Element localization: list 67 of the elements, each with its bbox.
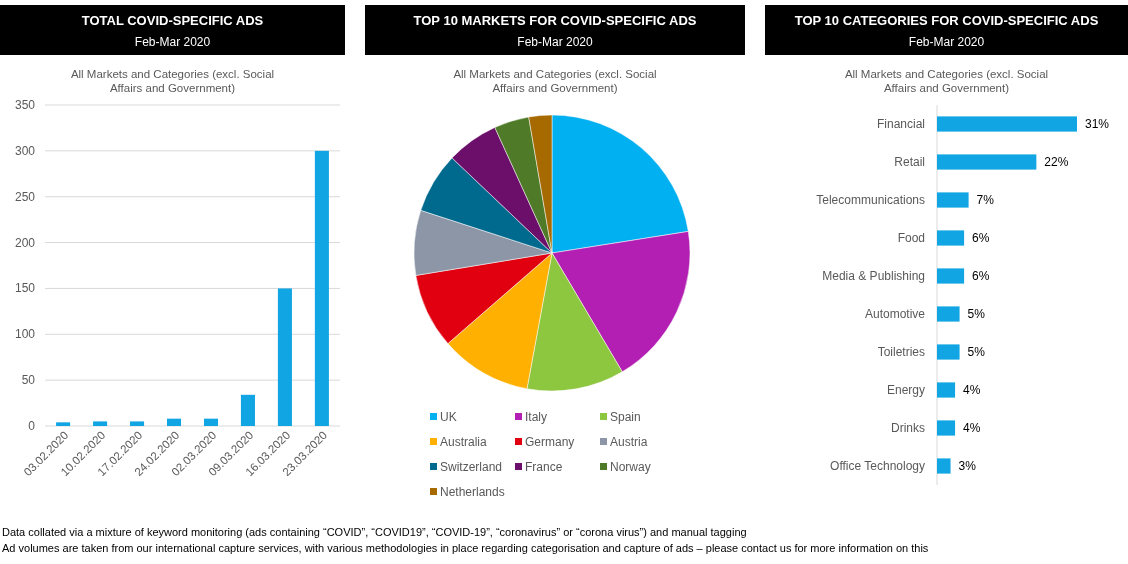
bar (937, 306, 960, 322)
data-label: 4% (963, 421, 981, 435)
data-label: 5% (967, 307, 986, 321)
text: All Markets and Categories (excl. Social Affairs and Government) (844, 68, 1049, 94)
legend-label: Austria (610, 435, 648, 449)
y-tick-label: Drinks (890, 421, 925, 435)
y-tick-label: 100 (14, 327, 36, 342)
data-label: 6% (972, 231, 990, 245)
bar (277, 288, 292, 426)
data-label: 4% (963, 383, 981, 397)
bar (56, 422, 71, 426)
legend-label: Italy (525, 410, 548, 424)
bar (937, 192, 969, 208)
legend-label: Spain (610, 410, 641, 424)
y-tick-label: Food (897, 231, 925, 245)
bar (937, 268, 965, 284)
bar (937, 230, 965, 246)
data-label: 6% (972, 269, 990, 283)
chart-subtitle: Feb-Mar 2020 (908, 35, 985, 49)
y-tick-label: 150 (14, 281, 36, 296)
bar (93, 421, 108, 426)
chart-title: TOTAL COVID-SPECIFIC ADS (81, 13, 264, 28)
data-label: 3% (958, 459, 977, 473)
text: Data collated via a mixture of keyword monitoring (ads containing “COVID”, “COVID19”, “COVID-19”, “coronavirus” or “corona virus”) and manual tagging (2, 526, 747, 538)
data-label: 7% (976, 193, 995, 207)
legend-label: France (525, 460, 563, 474)
y-tick-label: Office Technology (830, 459, 925, 473)
data-label: 5% (967, 345, 986, 359)
y-tick-label: Automotive (864, 307, 926, 321)
bar (937, 458, 951, 474)
chart-subtitle: Feb-Mar 2020 (517, 35, 594, 49)
y-tick-label: Financial (876, 117, 925, 131)
legend-label: Norway (610, 460, 651, 474)
text: Ad volumes are taken from our international capture services, with various methodologies in place regarding categorisation and capture of ads – please contact us for more information on this (2, 542, 929, 554)
bar (130, 421, 145, 426)
y-tick-label: Retail (894, 155, 925, 169)
legend-label: Switzerland (440, 460, 503, 474)
y-tick-label: 350 (14, 98, 36, 112)
y-tick-label: Toiletries (877, 345, 925, 359)
y-tick-label: 200 (14, 235, 36, 250)
legend-label: Australia (440, 435, 488, 449)
data-label: 22% (1044, 155, 1069, 169)
bar (240, 394, 255, 426)
chart-title: TOP 10 MARKETS FOR COVID-SPECIFIC ADS (413, 13, 697, 28)
bar (937, 344, 960, 360)
legend-label: UK (440, 410, 457, 424)
legend-label: Germany (525, 435, 575, 449)
y-tick-label: Telecommunications (816, 193, 925, 207)
bar (166, 418, 182, 426)
legend-label: Netherlands (440, 485, 505, 499)
bar (203, 418, 219, 426)
y-tick-label: 300 (14, 143, 36, 158)
y-tick-label: 250 (14, 189, 36, 204)
y-tick-label: Energy (886, 383, 925, 397)
bar (314, 150, 329, 426)
y-tick-label: 50 (21, 373, 36, 388)
chart-subtitle: Feb-Mar 2020 (134, 35, 211, 49)
bar (937, 116, 1077, 132)
bar (937, 154, 1037, 170)
y-tick-label: Media & Publishing (822, 269, 925, 283)
bar (937, 382, 956, 398)
bar (937, 420, 956, 436)
data-label: 31% (1085, 117, 1110, 131)
y-tick-label: 0 (28, 419, 36, 433)
text: All Markets and Categories (excl. Social Affairs and Government) (453, 68, 657, 94)
text: All Markets and Categories (excl. Social Affairs and Government) (70, 68, 275, 94)
chart-title: TOP 10 CATEGORIES FOR COVID-SPECIFIC ADS (794, 13, 1099, 28)
